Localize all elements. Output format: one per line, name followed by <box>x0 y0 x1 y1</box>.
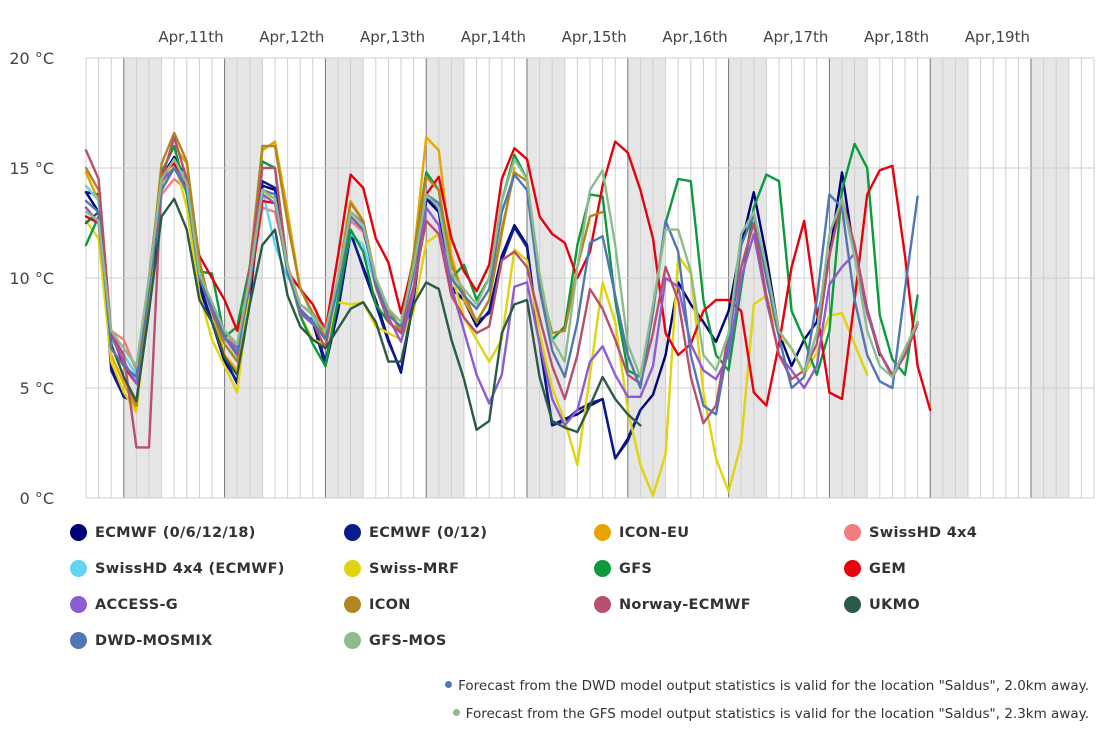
legend-label: ECMWF (0/12) <box>369 524 488 541</box>
legend-item[interactable]: GEM <box>844 560 906 577</box>
legend-item[interactable]: ICON <box>344 596 411 613</box>
legend-label: SwissHD 4x4 <box>869 524 978 541</box>
source-note: Forecast from the GFS model output stati… <box>452 706 1089 722</box>
legend-item[interactable]: Swiss-MRF <box>344 560 459 577</box>
legend-label: UKMO <box>869 596 920 613</box>
legend-label: Norway-ECMWF <box>619 596 751 613</box>
legend-color-dot <box>344 632 361 649</box>
note-text: Forecast from the DWD model output stati… <box>458 678 1089 694</box>
day-labels: Apr,11th Apr,12th Apr,13th Apr,14th Apr,15th… <box>158 28 1030 46</box>
legend-color-dot <box>844 524 861 541</box>
horizontal-grid <box>86 57 1094 499</box>
y-tick-label: 5 °C <box>20 379 54 398</box>
legend-color-dot <box>70 560 87 577</box>
series-lines <box>84 131 932 497</box>
legend-label: DWD-MOSMIX <box>95 632 213 649</box>
legend-color-dot <box>594 596 611 613</box>
y-tick-label: 10 °C <box>9 269 54 288</box>
legend-item[interactable]: Norway-ECMWF <box>594 596 751 613</box>
legend-item[interactable]: ECMWF (0/12) <box>344 524 487 541</box>
day-label: Apr,13th <box>360 28 425 46</box>
legend-color-dot <box>70 632 87 649</box>
legend-label: GFS-MOS <box>369 632 447 649</box>
series-line <box>84 140 932 412</box>
legend-color-dot <box>344 596 361 613</box>
legend-color-dot <box>594 524 611 541</box>
legend-color-dot <box>344 524 361 541</box>
day-label: Apr,14th <box>461 28 526 46</box>
legend-color-dot <box>344 560 361 577</box>
source-note: Forecast from the DWD model output stati… <box>445 678 1089 694</box>
legend-item[interactable]: UKMO <box>844 596 920 613</box>
y-tick-label: 20 °C <box>9 49 54 68</box>
note-dot <box>445 681 453 688</box>
series-line <box>84 158 869 497</box>
legend-color-dot <box>844 596 861 613</box>
legend-item[interactable]: ICON-EU <box>594 524 689 541</box>
legend-label: ACCESS-G <box>95 596 178 613</box>
legend-item[interactable]: SwissHD 4x4 (ECMWF) <box>70 560 285 577</box>
series-line <box>84 158 919 379</box>
legend-label: ICON <box>369 596 411 613</box>
note-dot <box>452 709 460 716</box>
legend-label: SwissHD 4x4 (ECMWF) <box>95 560 285 577</box>
legend-item[interactable]: GFS-MOS <box>344 632 447 649</box>
day-label: Apr,12th <box>259 28 324 46</box>
temperature-chart: 0 °C 5 °C 10 °C 15 °C 20 °C Apr,11th Apr,12th… <box>9 28 1095 508</box>
legend-label: ECMWF (0/6/12/18) <box>95 524 256 541</box>
day-label: Apr,16th <box>662 28 727 46</box>
note-text: Forecast from the GFS model output stati… <box>465 706 1089 722</box>
legend-color-dot <box>594 560 611 577</box>
y-tick-label: 15 °C <box>9 159 54 178</box>
legend-item[interactable]: GFS <box>594 560 652 577</box>
legend-label: GEM <box>869 560 907 577</box>
legend-color-dot <box>70 524 87 541</box>
day-label: Apr,19th <box>965 28 1030 46</box>
legend-color-dot <box>844 560 861 577</box>
legend-color-dot <box>70 596 87 613</box>
day-label: Apr,11th <box>158 28 223 46</box>
series-line <box>84 166 919 416</box>
day-label: Apr,15th <box>562 28 627 46</box>
y-tick-label: 0 °C <box>20 489 54 508</box>
legend-label: GFS <box>619 560 653 577</box>
y-axis-ticks: 0 °C 5 °C 10 °C 15 °C 20 °C <box>9 49 54 508</box>
legend-item[interactable]: ACCESS-G <box>70 596 178 613</box>
day-label: Apr,17th <box>763 28 828 46</box>
legend-label: ICON-EU <box>619 524 690 541</box>
legend-item[interactable]: DWD-MOSMIX <box>70 632 213 649</box>
series-line <box>84 197 642 434</box>
legend-item[interactable]: SwissHD 4x4 <box>844 524 977 541</box>
day-label: Apr,18th <box>864 28 929 46</box>
legend-label: Swiss-MRF <box>369 560 460 577</box>
legend-item[interactable]: ECMWF (0/6/12/18) <box>70 524 256 541</box>
